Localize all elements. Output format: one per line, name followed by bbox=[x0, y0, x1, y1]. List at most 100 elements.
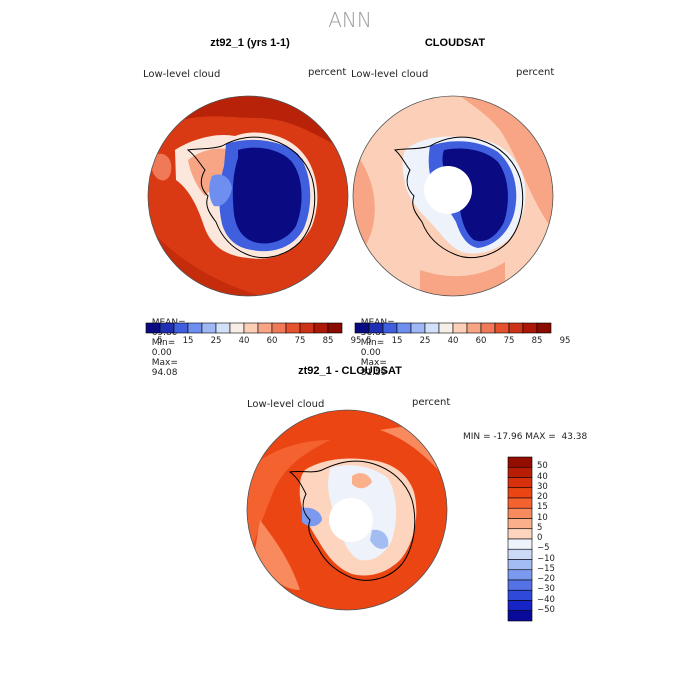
colorbar-tick-label: 15 bbox=[182, 336, 194, 346]
colorbar-swatch bbox=[257, 322, 273, 334]
colorbar-swatch bbox=[424, 322, 440, 334]
colorbar-tick-label: 30 bbox=[537, 481, 548, 492]
colorbar-tick-label: 40 bbox=[447, 336, 459, 346]
units-label-difference: percent bbox=[412, 397, 451, 408]
panel-title-cloudsat: CLOUDSAT bbox=[424, 37, 486, 49]
stat-min: 0.00 bbox=[360, 348, 381, 358]
colorbar-tick-label: 75 bbox=[503, 336, 515, 346]
polar-map-difference bbox=[246, 409, 448, 611]
colorbar-swatch bbox=[507, 477, 533, 489]
stat-max-label: Max= bbox=[151, 358, 178, 368]
colorbar-tick-label: 75 bbox=[294, 336, 306, 346]
stat-min-label: Min= bbox=[360, 338, 385, 348]
colorbar-swatch bbox=[507, 528, 533, 540]
colorbar-swatch bbox=[507, 507, 533, 519]
colorbar-tick-label: −5 bbox=[537, 543, 550, 554]
units-label-cloudsat: percent bbox=[516, 67, 555, 78]
colorbar-swatch bbox=[354, 322, 370, 334]
colorbar-swatch bbox=[507, 518, 533, 530]
colorbar-swatch bbox=[507, 538, 533, 550]
colorbar-tick-label: 95 bbox=[350, 336, 362, 346]
colorbar-tick-label: 0 bbox=[537, 533, 543, 543]
colorbar-swatch bbox=[243, 322, 259, 334]
stats-difference: MIN = -17.96 MAX = 43.38 bbox=[463, 432, 588, 442]
field-label-model: Low-level cloud bbox=[143, 69, 221, 80]
coastline-cloudsat bbox=[393, 136, 524, 258]
colorbar-swatch bbox=[507, 579, 533, 591]
colorbar-tick-label: −50 bbox=[537, 604, 555, 615]
colorbar-swatch bbox=[396, 322, 412, 334]
colorbar-tick-label: 15 bbox=[537, 502, 548, 513]
colorbar-tick-label: −10 bbox=[537, 553, 555, 564]
stat-min: 0.00 bbox=[151, 348, 172, 358]
colorbar-tick-label: −30 bbox=[537, 584, 555, 595]
field-label-difference: Low-level cloud bbox=[247, 399, 325, 410]
colorbar-tick-label: 5 bbox=[157, 336, 163, 346]
colorbar-swatch bbox=[173, 322, 189, 334]
colorbar-tick-label: −20 bbox=[537, 574, 555, 584]
polar-map-model bbox=[147, 95, 349, 297]
colorbar-tick-label: 10 bbox=[537, 512, 548, 523]
colorbar-swatch bbox=[187, 322, 203, 334]
colorbar-swatch bbox=[522, 322, 538, 334]
colorbar-tick-label: 5 bbox=[537, 522, 543, 533]
colorbar-swatch bbox=[368, 322, 384, 334]
coastline-model bbox=[186, 136, 316, 258]
colorbar-swatch bbox=[452, 322, 468, 334]
colorbar-swatch bbox=[201, 322, 217, 334]
colorbar-tick-label: 15 bbox=[391, 336, 403, 346]
colorbar-swatch bbox=[145, 322, 161, 334]
colorbar-difference bbox=[507, 456, 533, 622]
polar-map-cloudsat bbox=[352, 95, 554, 297]
colorbar-tick-label: 95 bbox=[559, 336, 571, 346]
colorbar-tick-label: 25 bbox=[210, 336, 222, 346]
colorbar-swatch bbox=[159, 322, 175, 334]
colorbar-swatch bbox=[508, 322, 524, 334]
colorbar-tick-label: 40 bbox=[537, 471, 548, 482]
colorbar-tick-label: 20 bbox=[537, 492, 548, 502]
colorbar-swatch bbox=[410, 322, 426, 334]
colorbar-swatch bbox=[229, 322, 245, 334]
colorbar-swatch bbox=[507, 487, 533, 499]
colorbar-model bbox=[145, 322, 343, 334]
colorbar-tick-label: 40 bbox=[238, 336, 250, 346]
colorbar-cloudsat bbox=[354, 322, 552, 334]
colorbar-swatch bbox=[215, 322, 231, 334]
colorbar-swatch bbox=[438, 322, 454, 334]
colorbar-swatch bbox=[507, 456, 533, 468]
colorbar-swatch bbox=[480, 322, 496, 334]
colorbar-swatch bbox=[507, 589, 533, 601]
colorbar-tick-label: 50 bbox=[537, 461, 548, 472]
colorbar-swatch bbox=[507, 559, 533, 571]
colorbar-tick-label: 5 bbox=[366, 336, 372, 346]
colorbar-swatch bbox=[313, 322, 329, 334]
colorbar-tick-label: 85 bbox=[322, 336, 334, 346]
colorbar-swatch bbox=[299, 322, 315, 334]
colorbar-swatch bbox=[507, 569, 533, 581]
colorbar-swatch bbox=[271, 322, 287, 334]
colorbar-tick-label: 60 bbox=[475, 336, 487, 346]
colorbar-tick-label: 25 bbox=[419, 336, 431, 346]
colorbar-swatch bbox=[536, 322, 552, 334]
colorbar-tick-label: 60 bbox=[266, 336, 278, 346]
colorbar-swatch bbox=[507, 548, 533, 560]
field-label-cloudsat: Low-level cloud bbox=[351, 69, 429, 80]
panel-title-difference: zt92_1 - CLOUDSAT bbox=[298, 365, 402, 377]
stat-max: 94.08 bbox=[151, 368, 178, 378]
panel-title-model: zt92_1 (yrs 1-1) bbox=[210, 37, 290, 49]
colorbar-tick-label: −15 bbox=[537, 563, 555, 574]
page-title: ANN bbox=[328, 8, 372, 32]
colorbar-swatch bbox=[285, 322, 301, 334]
colorbar-swatch bbox=[507, 610, 533, 622]
coastline-difference bbox=[288, 460, 416, 581]
colorbar-swatch bbox=[466, 322, 482, 334]
stat-max-label: Max= bbox=[360, 358, 387, 368]
colorbar-swatch bbox=[327, 322, 343, 334]
colorbar-swatch bbox=[507, 466, 533, 478]
colorbar-swatch bbox=[494, 322, 510, 334]
colorbar-tick-label: −40 bbox=[537, 594, 555, 605]
colorbar-swatch bbox=[507, 497, 533, 509]
colorbar-tick-label: 85 bbox=[531, 336, 543, 346]
units-label-model: percent bbox=[308, 67, 347, 78]
